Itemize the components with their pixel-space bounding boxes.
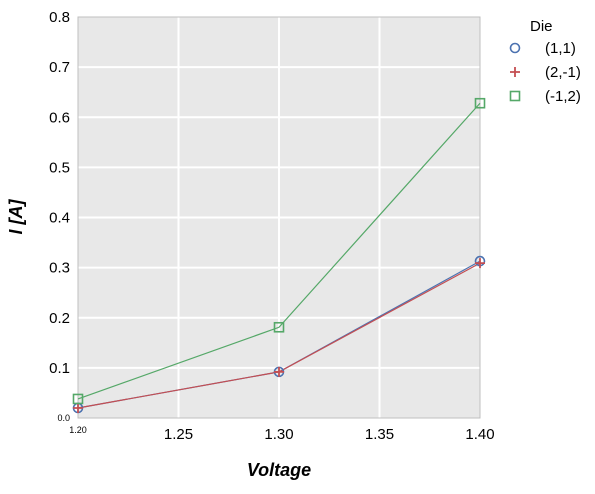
y-tick-label: 0.7	[49, 59, 70, 76]
data-point	[274, 366, 284, 377]
series-layer	[72, 97, 486, 414]
data-point	[73, 402, 83, 413]
tick-layer: 0.0 0.1 0.2 0.3 0.4 0.5 0.6 0.7 0.8 1.20 1.25 1.30 1…	[49, 9, 494, 443]
legend-marker	[510, 67, 520, 77]
y-tick-label: 0.1	[49, 360, 70, 377]
legend-title: Die	[530, 18, 553, 35]
legend-marker	[509, 90, 521, 102]
plot-frame	[77, 16, 481, 419]
y-tick-label: 0.2	[49, 310, 70, 327]
y-tick-label: 0.5	[49, 159, 70, 176]
x-tick-label: 1.25	[164, 426, 193, 443]
y-axis-title: I [A]	[6, 199, 26, 235]
y-tick-label: 0.0	[57, 413, 70, 423]
x-tick-label: 1.40	[465, 426, 494, 443]
grid-layer	[77, 16, 481, 419]
y-tick-label: 0.3	[49, 260, 70, 277]
series-line	[77, 102, 481, 400]
data-point	[72, 393, 84, 405]
legend-label: (2,-1)	[545, 64, 581, 81]
legend-label: (1,1)	[545, 40, 576, 57]
legend-marker	[509, 42, 521, 54]
legend: Die (1,1) (2,-1) (-1,2)	[509, 18, 581, 105]
y-tick-label: 0.6	[49, 109, 70, 126]
y-tick-label: 0.8	[49, 9, 70, 26]
data-point	[475, 258, 485, 269]
x-tick-label: 1.30	[264, 426, 293, 443]
data-point	[273, 321, 285, 333]
x-axis-title: Voltage	[247, 460, 311, 480]
data-point	[474, 97, 486, 109]
x-tick-label: 1.20	[69, 425, 87, 435]
x-tick-label: 1.35	[365, 426, 394, 443]
legend-label: (-1,2)	[545, 88, 581, 105]
y-tick-label: 0.4	[49, 210, 70, 227]
